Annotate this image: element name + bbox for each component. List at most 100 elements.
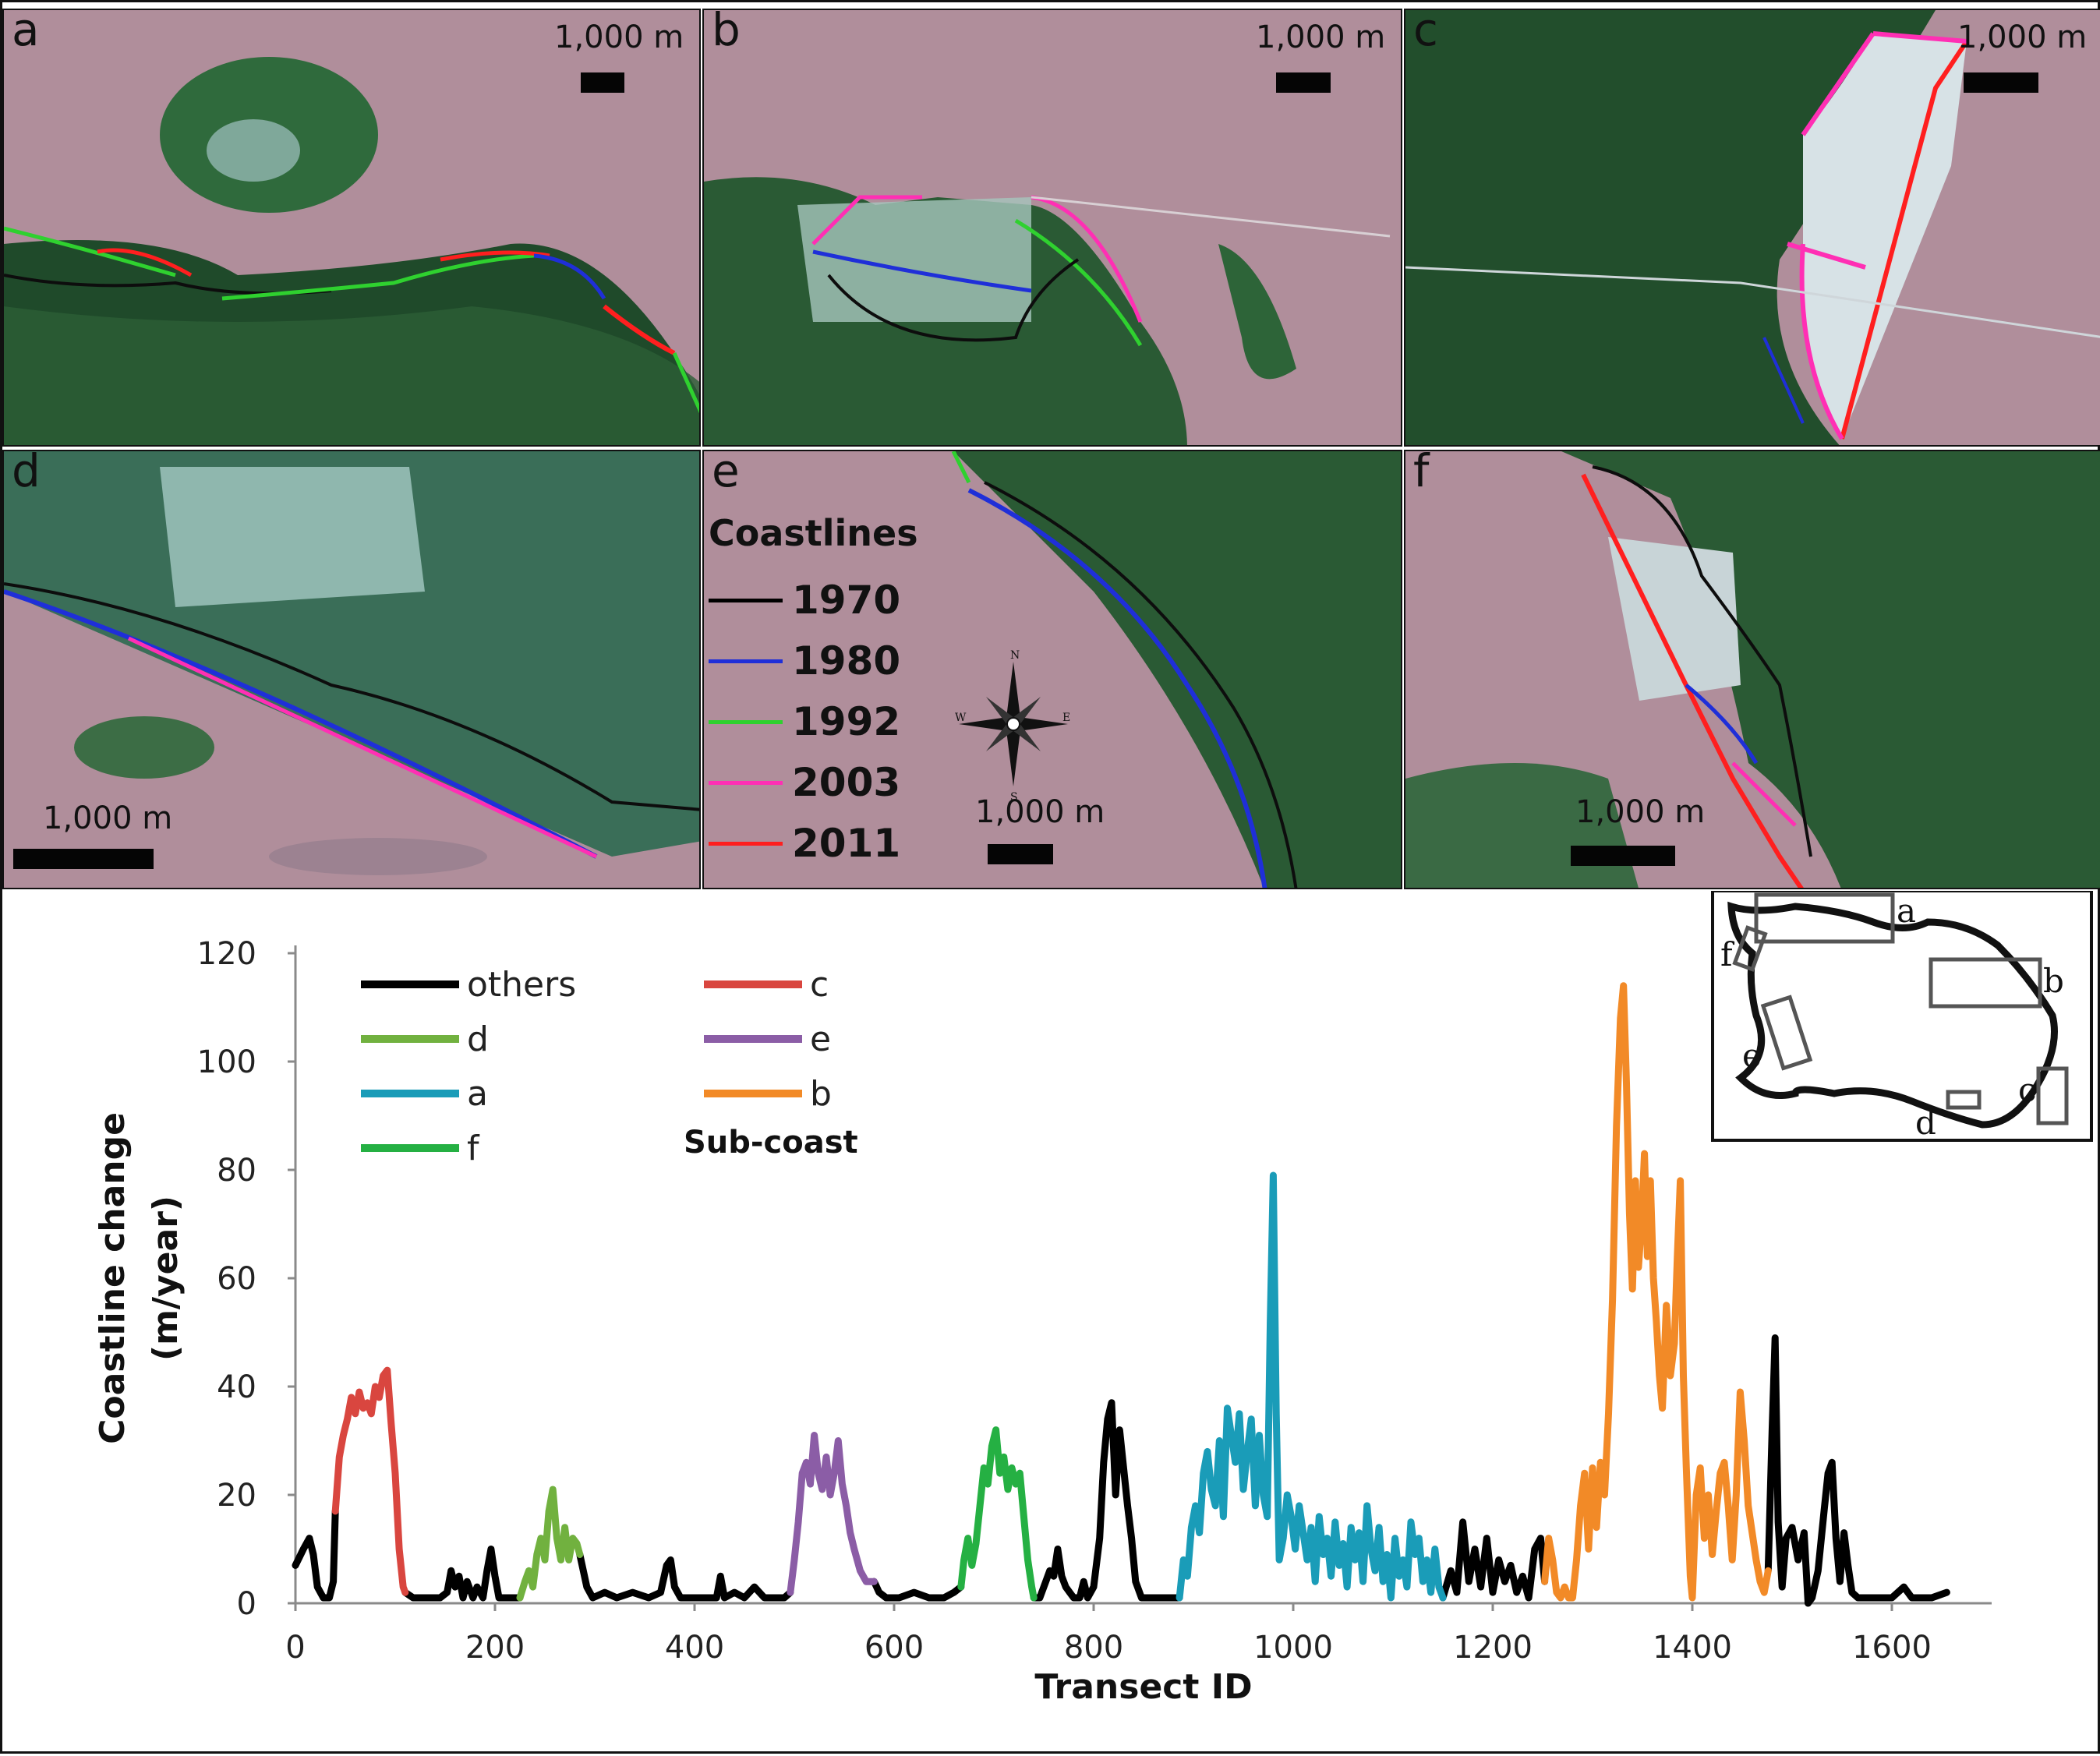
compass-e: E xyxy=(1062,712,1070,724)
satellite-image-e xyxy=(704,451,1401,888)
legend-label-f: f xyxy=(467,1129,480,1168)
scale-label-d: 1,000 m xyxy=(43,800,173,836)
y-tick-label: 0 xyxy=(237,1586,256,1622)
compass-rose-icon: N S E W xyxy=(955,649,1070,802)
series-line-others xyxy=(292,1507,339,1602)
satellite-image-f xyxy=(1405,451,2100,888)
inset-label-b: b xyxy=(2043,962,2064,1000)
scale-label-e: 1,000 m xyxy=(975,794,1105,830)
x-tick-label: 1200 xyxy=(1453,1630,1533,1666)
y-axis-title-line2: (m/year) xyxy=(146,1196,186,1361)
x-tick-label: 800 xyxy=(1064,1630,1123,1666)
y-tick-label: 100 xyxy=(197,1044,256,1080)
scale-bar-b xyxy=(1276,72,1331,93)
legend-label-a: a xyxy=(467,1074,488,1114)
panel-letter-e: e xyxy=(712,450,740,497)
panel-letter-d: d xyxy=(12,450,41,497)
legend-item-1970: 1970 xyxy=(709,570,918,631)
series-line-b xyxy=(1541,982,1772,1602)
x-tick-label: 1000 xyxy=(1253,1630,1333,1666)
legend-line-2003 xyxy=(709,780,783,785)
x-tick-label: 200 xyxy=(465,1630,525,1666)
scale-label-a: 1,000 m xyxy=(554,19,684,55)
y-tick-label: 20 xyxy=(217,1478,256,1514)
x-tick-label: 400 xyxy=(665,1630,724,1666)
legend-line-1992 xyxy=(709,719,783,724)
coastline-change-chart: 0 200 400 600 800 1000 1200 1400 1600 0 20 40 60 80 10… xyxy=(93,891,2093,1707)
series-line-a xyxy=(1176,1171,1447,1602)
series-line-others xyxy=(401,1546,524,1602)
series-line-others xyxy=(576,1551,794,1602)
compass-s: S xyxy=(1010,791,1018,802)
coastline-legend: Coastlines 1970 1980 1992 2003 2011 xyxy=(709,512,918,874)
series-line-f xyxy=(957,1426,1038,1602)
map-panel-b: b 1,000 m xyxy=(702,9,1402,447)
legend-label-c: c xyxy=(810,965,829,1005)
legend-label-e: e xyxy=(810,1019,831,1059)
scale-bar-c xyxy=(1964,72,2038,93)
map-panel-e: e Coastlines 1970 1980 1992 2003 2011 N … xyxy=(702,450,1402,889)
chart-axes: 0 200 400 600 800 1000 1200 1400 1600 0 20 40 60 80 10… xyxy=(197,936,1992,1666)
inset-label-d: d xyxy=(1915,1104,1936,1142)
chart-legend: others daf ceb Sub-coast xyxy=(361,965,858,1168)
x-tick-label: 1400 xyxy=(1653,1630,1732,1666)
scale-bar-d xyxy=(13,849,154,869)
panel-letter-b: b xyxy=(712,9,741,56)
legend-line-1970 xyxy=(709,598,783,602)
legend-line-2011 xyxy=(709,841,783,846)
legend-label-b: b xyxy=(810,1074,832,1114)
scale-label-b: 1,000 m xyxy=(1256,19,1386,55)
y-tick-label: 120 xyxy=(197,936,256,972)
scale-label-f: 1,000 m xyxy=(1575,794,1706,830)
scale-bar-e xyxy=(988,844,1053,864)
legend-year-1970: 1970 xyxy=(792,578,901,623)
x-axis-title: Transect ID xyxy=(1034,1667,1252,1707)
panel-letter-a: a xyxy=(12,9,40,56)
series-line-others xyxy=(1030,1399,1183,1602)
satellite-image-b xyxy=(704,10,1401,445)
series-line-others xyxy=(1764,1334,1950,1607)
legend-line-1980 xyxy=(709,659,783,663)
satellite-image-d xyxy=(4,451,699,888)
y-tick-label: 40 xyxy=(217,1369,256,1405)
x-tick-label: 1600 xyxy=(1852,1630,1932,1666)
legend-title: Sub-coast xyxy=(684,1125,858,1161)
series-line-d xyxy=(516,1486,584,1602)
y-tick-label: 80 xyxy=(217,1153,256,1189)
legend-label-others: others xyxy=(467,965,576,1005)
panel-letter-c: c xyxy=(1413,9,1438,56)
legend-year-2003: 2003 xyxy=(792,760,901,805)
inset-label-f: f xyxy=(1720,935,1735,973)
x-tick-label: 600 xyxy=(864,1630,924,1666)
legend-label-d: d xyxy=(467,1019,489,1059)
inset-label-c: c xyxy=(2018,1071,2037,1109)
inset-label-a: a xyxy=(1897,892,1916,930)
map-panel-a: a 1,000 m xyxy=(2,9,701,447)
scale-bar-f xyxy=(1571,846,1675,866)
map-panel-f: f 1,000 m xyxy=(1404,450,2100,889)
legend-year-1992: 1992 xyxy=(792,699,901,744)
series-line-c xyxy=(331,1366,409,1596)
legend-item-1992: 1992 xyxy=(709,691,918,752)
x-tick-label: 0 xyxy=(285,1630,305,1666)
scale-bar-a xyxy=(581,72,624,93)
series-line-e xyxy=(787,1432,878,1596)
coastline-legend-title: Coastlines xyxy=(709,512,918,554)
series-line-others xyxy=(870,1578,965,1602)
scale-label-c: 1,000 m xyxy=(1957,19,2088,55)
series-line-others xyxy=(1439,1518,1549,1602)
panel-letter-f: f xyxy=(1413,450,1430,497)
legend-year-1980: 1980 xyxy=(792,638,901,684)
map-panel-c: c 1,000 m xyxy=(1404,9,2100,447)
overview-inset-map: a b c d e f xyxy=(1711,891,2093,1142)
legend-year-2011: 2011 xyxy=(792,821,901,866)
legend-item-2011: 2011 xyxy=(709,813,918,874)
y-axis-title-line1: Coastline change xyxy=(93,1112,133,1444)
legend-item-1980: 1980 xyxy=(709,631,918,691)
compass-w: W xyxy=(955,712,967,724)
inset-label-e: e xyxy=(1742,1037,1762,1075)
map-panel-d: d 1,000 m xyxy=(2,450,701,889)
legend-item-2003: 2003 xyxy=(709,752,918,813)
y-tick-label: 60 xyxy=(217,1261,256,1297)
